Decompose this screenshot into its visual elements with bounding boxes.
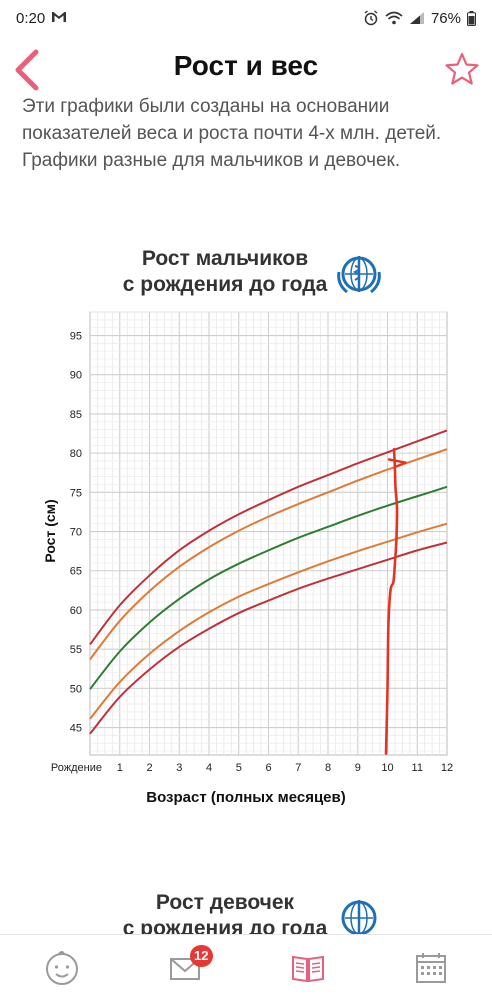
handwritten-arrow [387,458,407,468]
favorite-button[interactable] [440,48,484,92]
x-tick-label: 5 [236,762,242,774]
status-time: 0:20 [16,9,46,27]
y-tick-label: 90 [70,370,82,382]
x-tick-label: 12 [441,762,453,774]
chart-title: Рост мальчиков с рождения до года [60,246,390,298]
series-line-3 [89,485,448,690]
y-tick-label: 85 [70,409,82,421]
y-tick-label: 95 [70,331,82,343]
nav-baby[interactable] [32,943,92,993]
chart-title-line2: с рождения до года [122,273,328,296]
who-logo-icon [335,250,383,298]
nav-calendar[interactable] [401,943,461,993]
intro-text: Эти графики были созданы на основании по… [22,96,442,171]
book-icon [291,955,324,982]
battery-icon [467,10,476,26]
page-title: Рост и вес [173,50,319,81]
x-tick-label: 10 [381,762,393,774]
chart-title-line1: Рост мальчиков [141,247,309,270]
battery-percent: 76% [430,9,461,27]
alarm-icon [363,10,379,26]
series-line-2 [89,448,448,660]
star-icon [445,52,479,85]
chart-series [89,429,448,735]
baby-face-icon [45,950,78,985]
series-line-1 [89,429,448,646]
x-tick-label: 9 [355,762,361,774]
next-chart-title-line1: Рост девочек [155,891,295,914]
y-tick-label: 45 [70,723,82,735]
x-tick-label: 8 [325,762,331,774]
y-tick-label: 70 [70,527,82,539]
girls-height-chart-preview: Рост девочек с рождения до года [0,888,492,940]
y-axis-label: Рост (см) [42,499,58,562]
y-tick-label: 80 [70,448,82,460]
app-bar: Рост и вес [0,40,492,98]
y-tick-label: 55 [70,644,82,656]
status-bar: 0:20 76% [0,0,492,36]
x-tick-label: Рождение [51,762,102,774]
x-tick-label: 1 [117,762,123,774]
gmail-icon [51,10,67,27]
series-line-5 [89,541,448,735]
y-tick-label: 75 [70,487,82,499]
signal-icon [409,11,425,25]
series-line-4 [89,522,448,720]
calendar-icon [415,952,446,983]
wifi-icon [385,11,403,25]
nav-messages[interactable]: 12 [155,943,215,993]
x-tick-label: 6 [265,762,271,774]
boys-height-chart: 45 50 55 60 65 70 75 80 85 90 95 Рождение 1 2 3 4 5 6 7 8 9 1… [0,240,492,810]
x-tick-label: 4 [206,762,212,774]
back-button[interactable] [4,44,50,94]
handwritten-mark [384,447,407,755]
y-tick-label: 65 [70,566,82,578]
y-tick-label: 50 [70,683,82,695]
nav-library[interactable] [278,943,338,993]
messages-badge: 12 [190,944,213,967]
x-tick-label: 11 [412,762,423,774]
y-tick-label: 60 [70,605,82,617]
x-tick-label: 2 [146,762,152,774]
chevron-left-icon [15,49,39,91]
x-axis-label: Возраст (полных месяцев) [146,789,345,806]
handwritten-vertical-line [384,447,399,755]
bottom-navigation: 12 [0,934,492,1000]
x-tick-label: 7 [295,762,301,774]
x-tick-label: 3 [176,762,182,774]
chart-grid [89,311,448,756]
